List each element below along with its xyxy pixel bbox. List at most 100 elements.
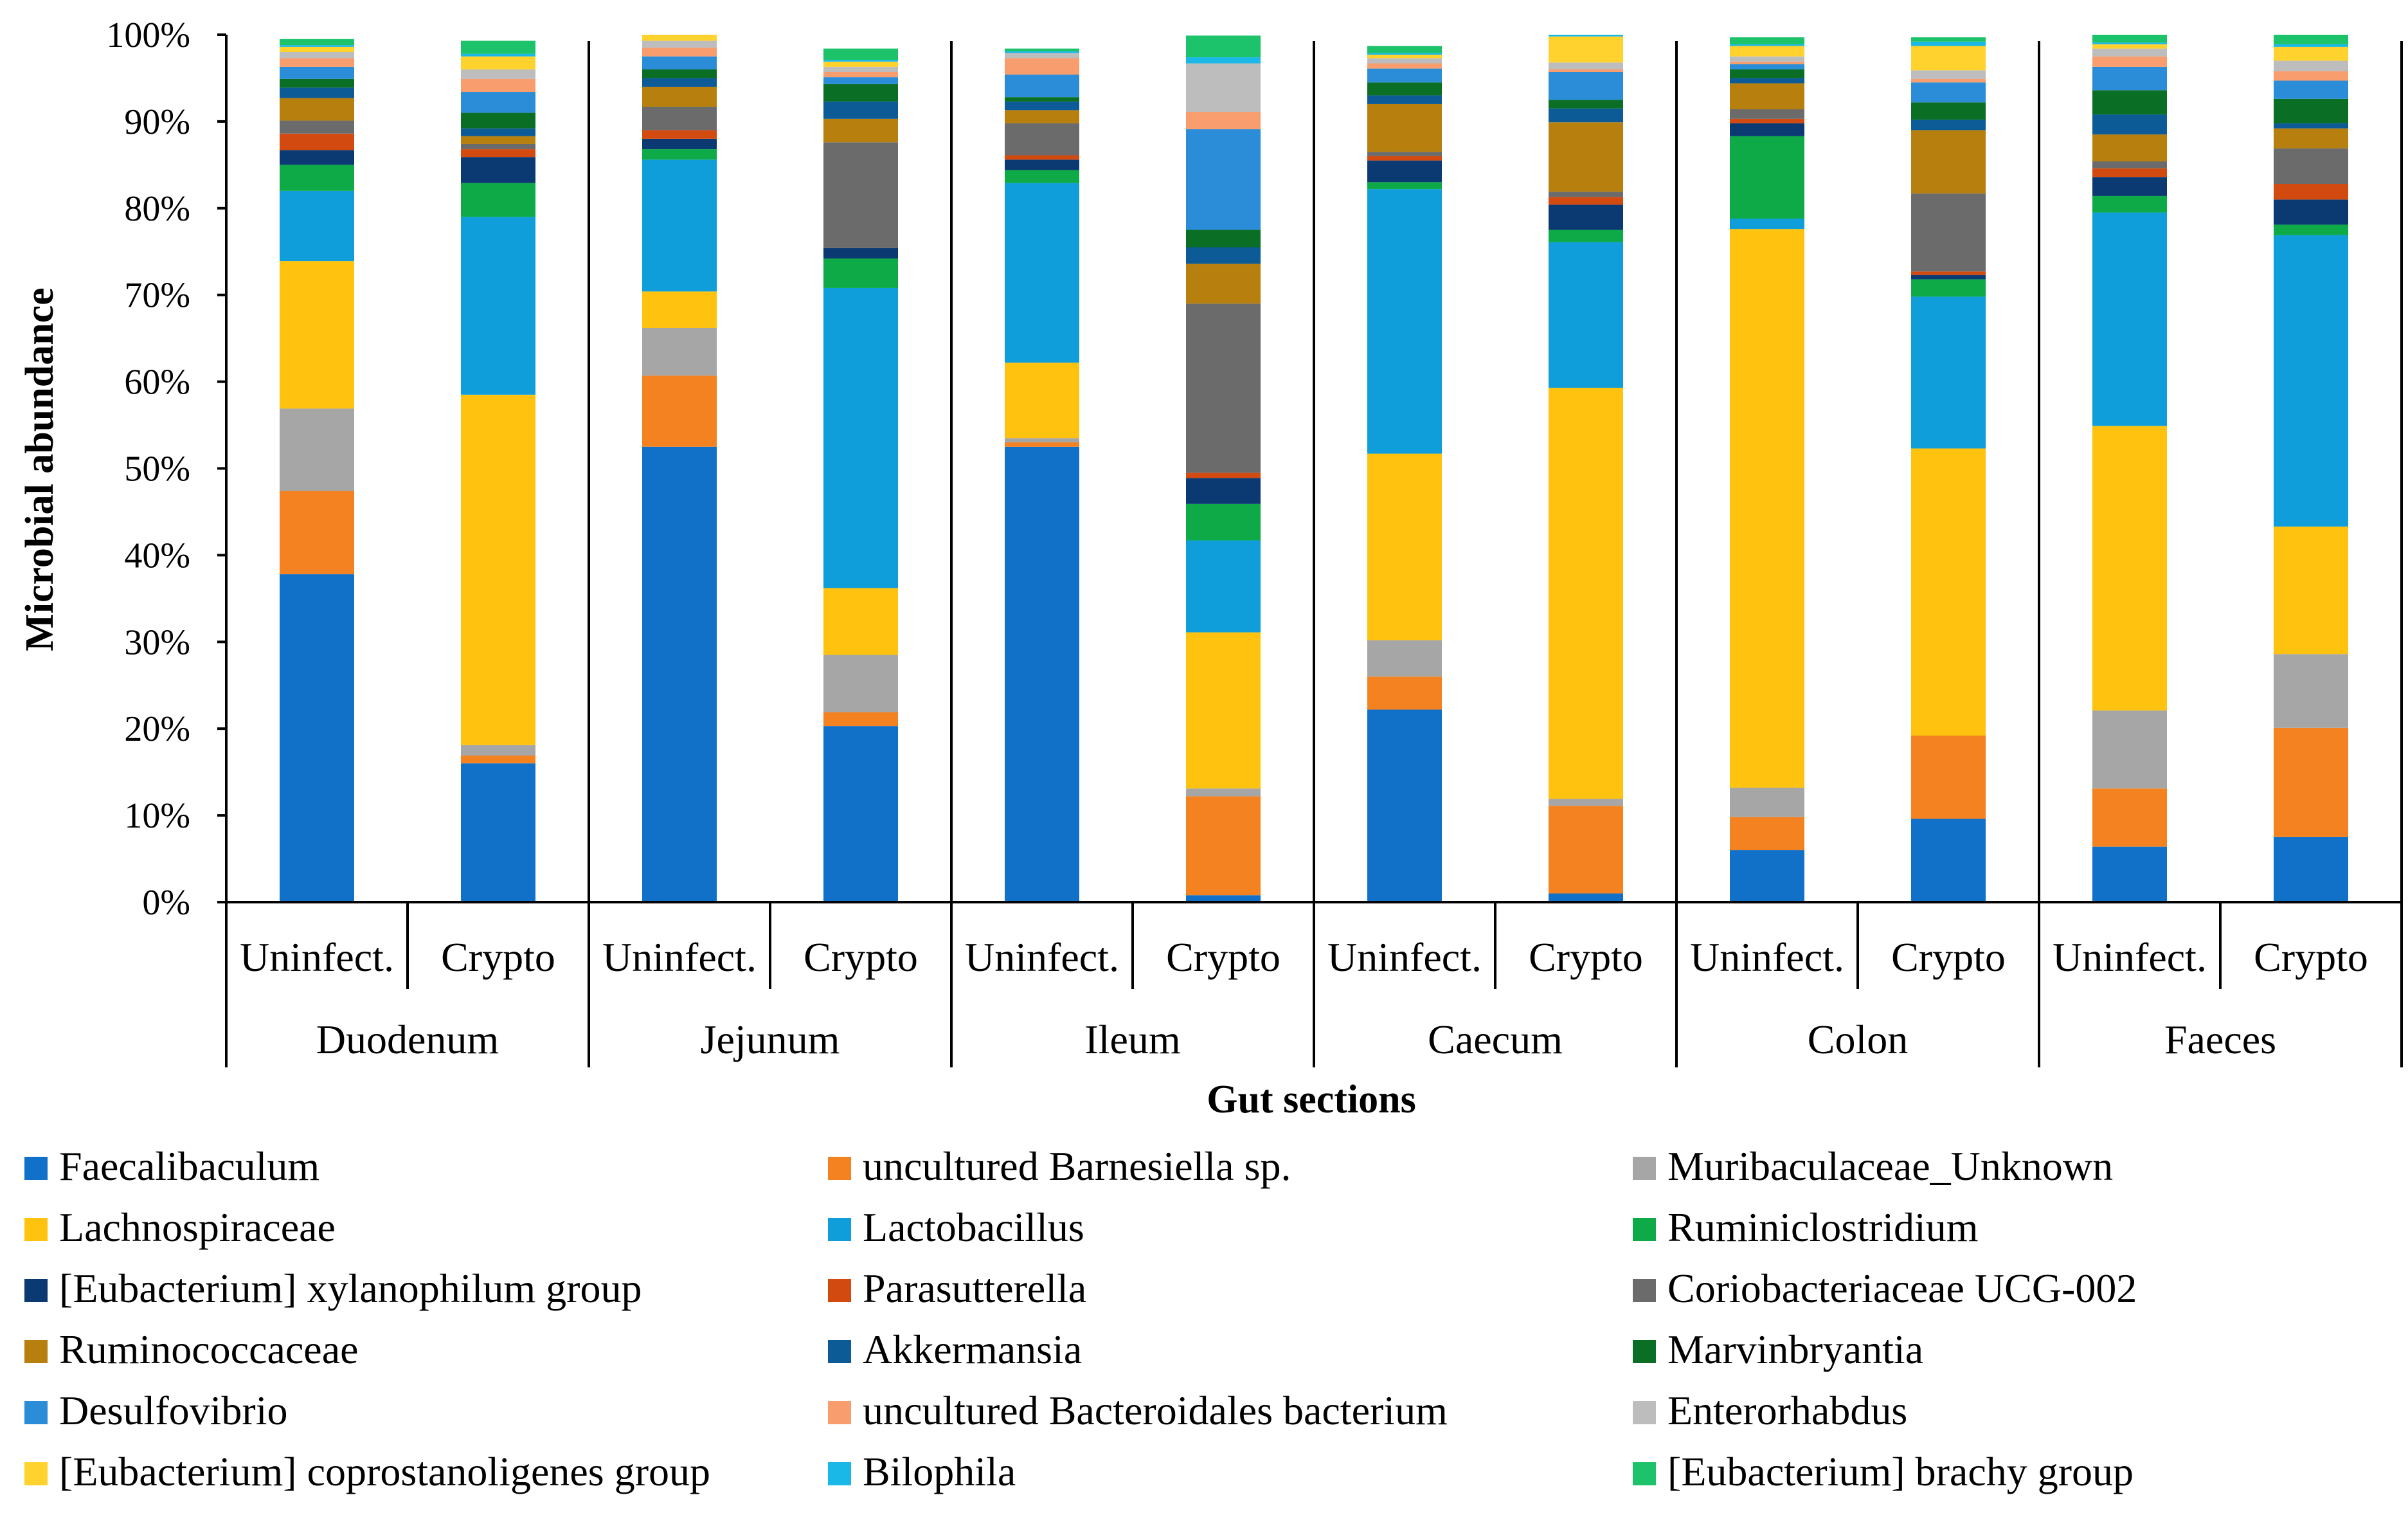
bar-segment (461, 41, 535, 54)
bar-segment (1367, 82, 1442, 96)
legend-label: Bilophila (863, 1449, 1016, 1494)
bar-segment (2274, 224, 2348, 235)
bar-segment (1730, 123, 1804, 136)
bar-segment (280, 39, 354, 46)
bar-segment (2274, 526, 2348, 655)
legend-swatch (1633, 1279, 1656, 1302)
bar-segment (1367, 63, 1442, 69)
bar-segment (1549, 62, 1623, 69)
legend-label: [Eubacterium] brachy group (1667, 1449, 2134, 1494)
bar-segment (1911, 82, 1986, 103)
bar-segment (642, 327, 717, 376)
bar-segment (2092, 168, 2167, 177)
bar-segment (2274, 727, 2348, 837)
bar-segment (642, 376, 717, 447)
bar-segment (1367, 55, 1442, 59)
bar-segment (461, 157, 535, 183)
bar-segment (1549, 204, 1623, 230)
bar-segment (823, 61, 898, 67)
bar-segment (461, 113, 535, 129)
bar-segment (1730, 78, 1804, 84)
bar-segment (642, 48, 717, 57)
y-tick-label: 40% (124, 536, 190, 575)
bar-segment (642, 41, 717, 48)
bar-segment (1911, 46, 1986, 71)
bar-segment (1549, 197, 1623, 205)
legend-swatch (1633, 1401, 1656, 1424)
bar-segment (1730, 61, 1804, 64)
bar-segment (280, 58, 354, 67)
bar-segment (280, 78, 354, 88)
bar-segment (461, 763, 535, 902)
bar-segment (2274, 128, 2348, 149)
bar-segment (1005, 183, 1079, 363)
bar-segment (823, 77, 898, 84)
bar-segment (1911, 78, 1986, 83)
bar-segment (1549, 893, 1623, 902)
bar-segment (2092, 44, 2167, 49)
bar-segment (280, 120, 354, 134)
bar-segment (1186, 473, 1261, 478)
x-category-label: Crypto (441, 934, 555, 980)
bar-segment (1367, 160, 1442, 183)
y-axis-label: Microbial abundance (18, 287, 62, 651)
x-category-label: Crypto (1166, 934, 1280, 980)
bar-segment (823, 655, 898, 712)
legend-swatch (24, 1218, 48, 1241)
bar-segment (1911, 37, 1986, 42)
bar-segment (1730, 817, 1804, 851)
bar-segment (642, 291, 717, 328)
legend-swatch (1633, 1340, 1656, 1363)
bar-segment (461, 217, 535, 395)
bar-segment (2092, 66, 2167, 91)
legend-swatch (828, 1401, 851, 1424)
bar-segment (1005, 170, 1079, 183)
legend-label: uncultured Bacteroidales bacterium (863, 1388, 1448, 1433)
y-tick-label: 100% (106, 15, 190, 55)
bar-segment (280, 87, 354, 98)
bar-segment (1367, 453, 1442, 640)
bar-segment (1367, 156, 1442, 161)
bar-segment (642, 159, 717, 292)
legend-swatch (24, 1157, 48, 1180)
bar-segment (1911, 819, 1986, 902)
bar-segment (1911, 448, 1986, 736)
legend-label: Desulfovibrio (59, 1388, 288, 1433)
bar-segment (823, 712, 898, 727)
y-tick-label: 80% (124, 189, 190, 229)
bar-segment (2274, 98, 2348, 123)
bar-segment (461, 183, 535, 217)
x-category-label: Crypto (1529, 934, 1643, 980)
bar-segment (1367, 709, 1442, 902)
legend-label: Enterorhabdus (1667, 1388, 1907, 1433)
bar-segment (1911, 70, 1986, 79)
bars-layer (280, 35, 2348, 902)
bar-segment (2274, 123, 2348, 129)
bar-segment (1005, 438, 1079, 443)
bar-segment (642, 130, 717, 139)
bar-segment (642, 35, 717, 41)
bar-segment (1186, 63, 1261, 113)
bar-segment (642, 86, 717, 107)
bar-segment (1005, 110, 1079, 123)
bar-segment (1549, 242, 1623, 388)
bar-segment (1005, 155, 1079, 160)
legend-label: Coriobacteriaceae UCG-002 (1667, 1265, 2137, 1311)
bar-segment (1730, 46, 1804, 57)
x-group-label: Colon (1808, 1017, 1908, 1062)
legend-swatch (828, 1157, 851, 1180)
x-category-label: Crypto (2254, 934, 2368, 980)
bar-segment (2092, 114, 2167, 135)
bar-segment (2274, 199, 2348, 225)
bar-segment (2274, 184, 2348, 200)
bar-segment (2092, 161, 2167, 168)
bar-segment (1186, 230, 1261, 248)
bar-segment (461, 745, 535, 756)
bar-segment (1549, 192, 1623, 197)
bar-segment (1367, 104, 1442, 152)
bar-segment (1549, 230, 1623, 242)
bar-segment (2274, 71, 2348, 81)
bar-segment (1186, 303, 1261, 473)
bar-segment (823, 66, 898, 72)
